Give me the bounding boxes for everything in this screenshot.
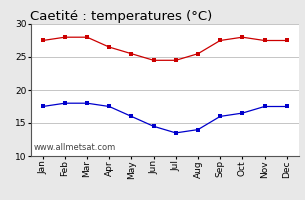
Text: Caetité : temperatures (°C): Caetité : temperatures (°C) xyxy=(30,10,213,23)
Text: www.allmetsat.com: www.allmetsat.com xyxy=(33,143,115,152)
